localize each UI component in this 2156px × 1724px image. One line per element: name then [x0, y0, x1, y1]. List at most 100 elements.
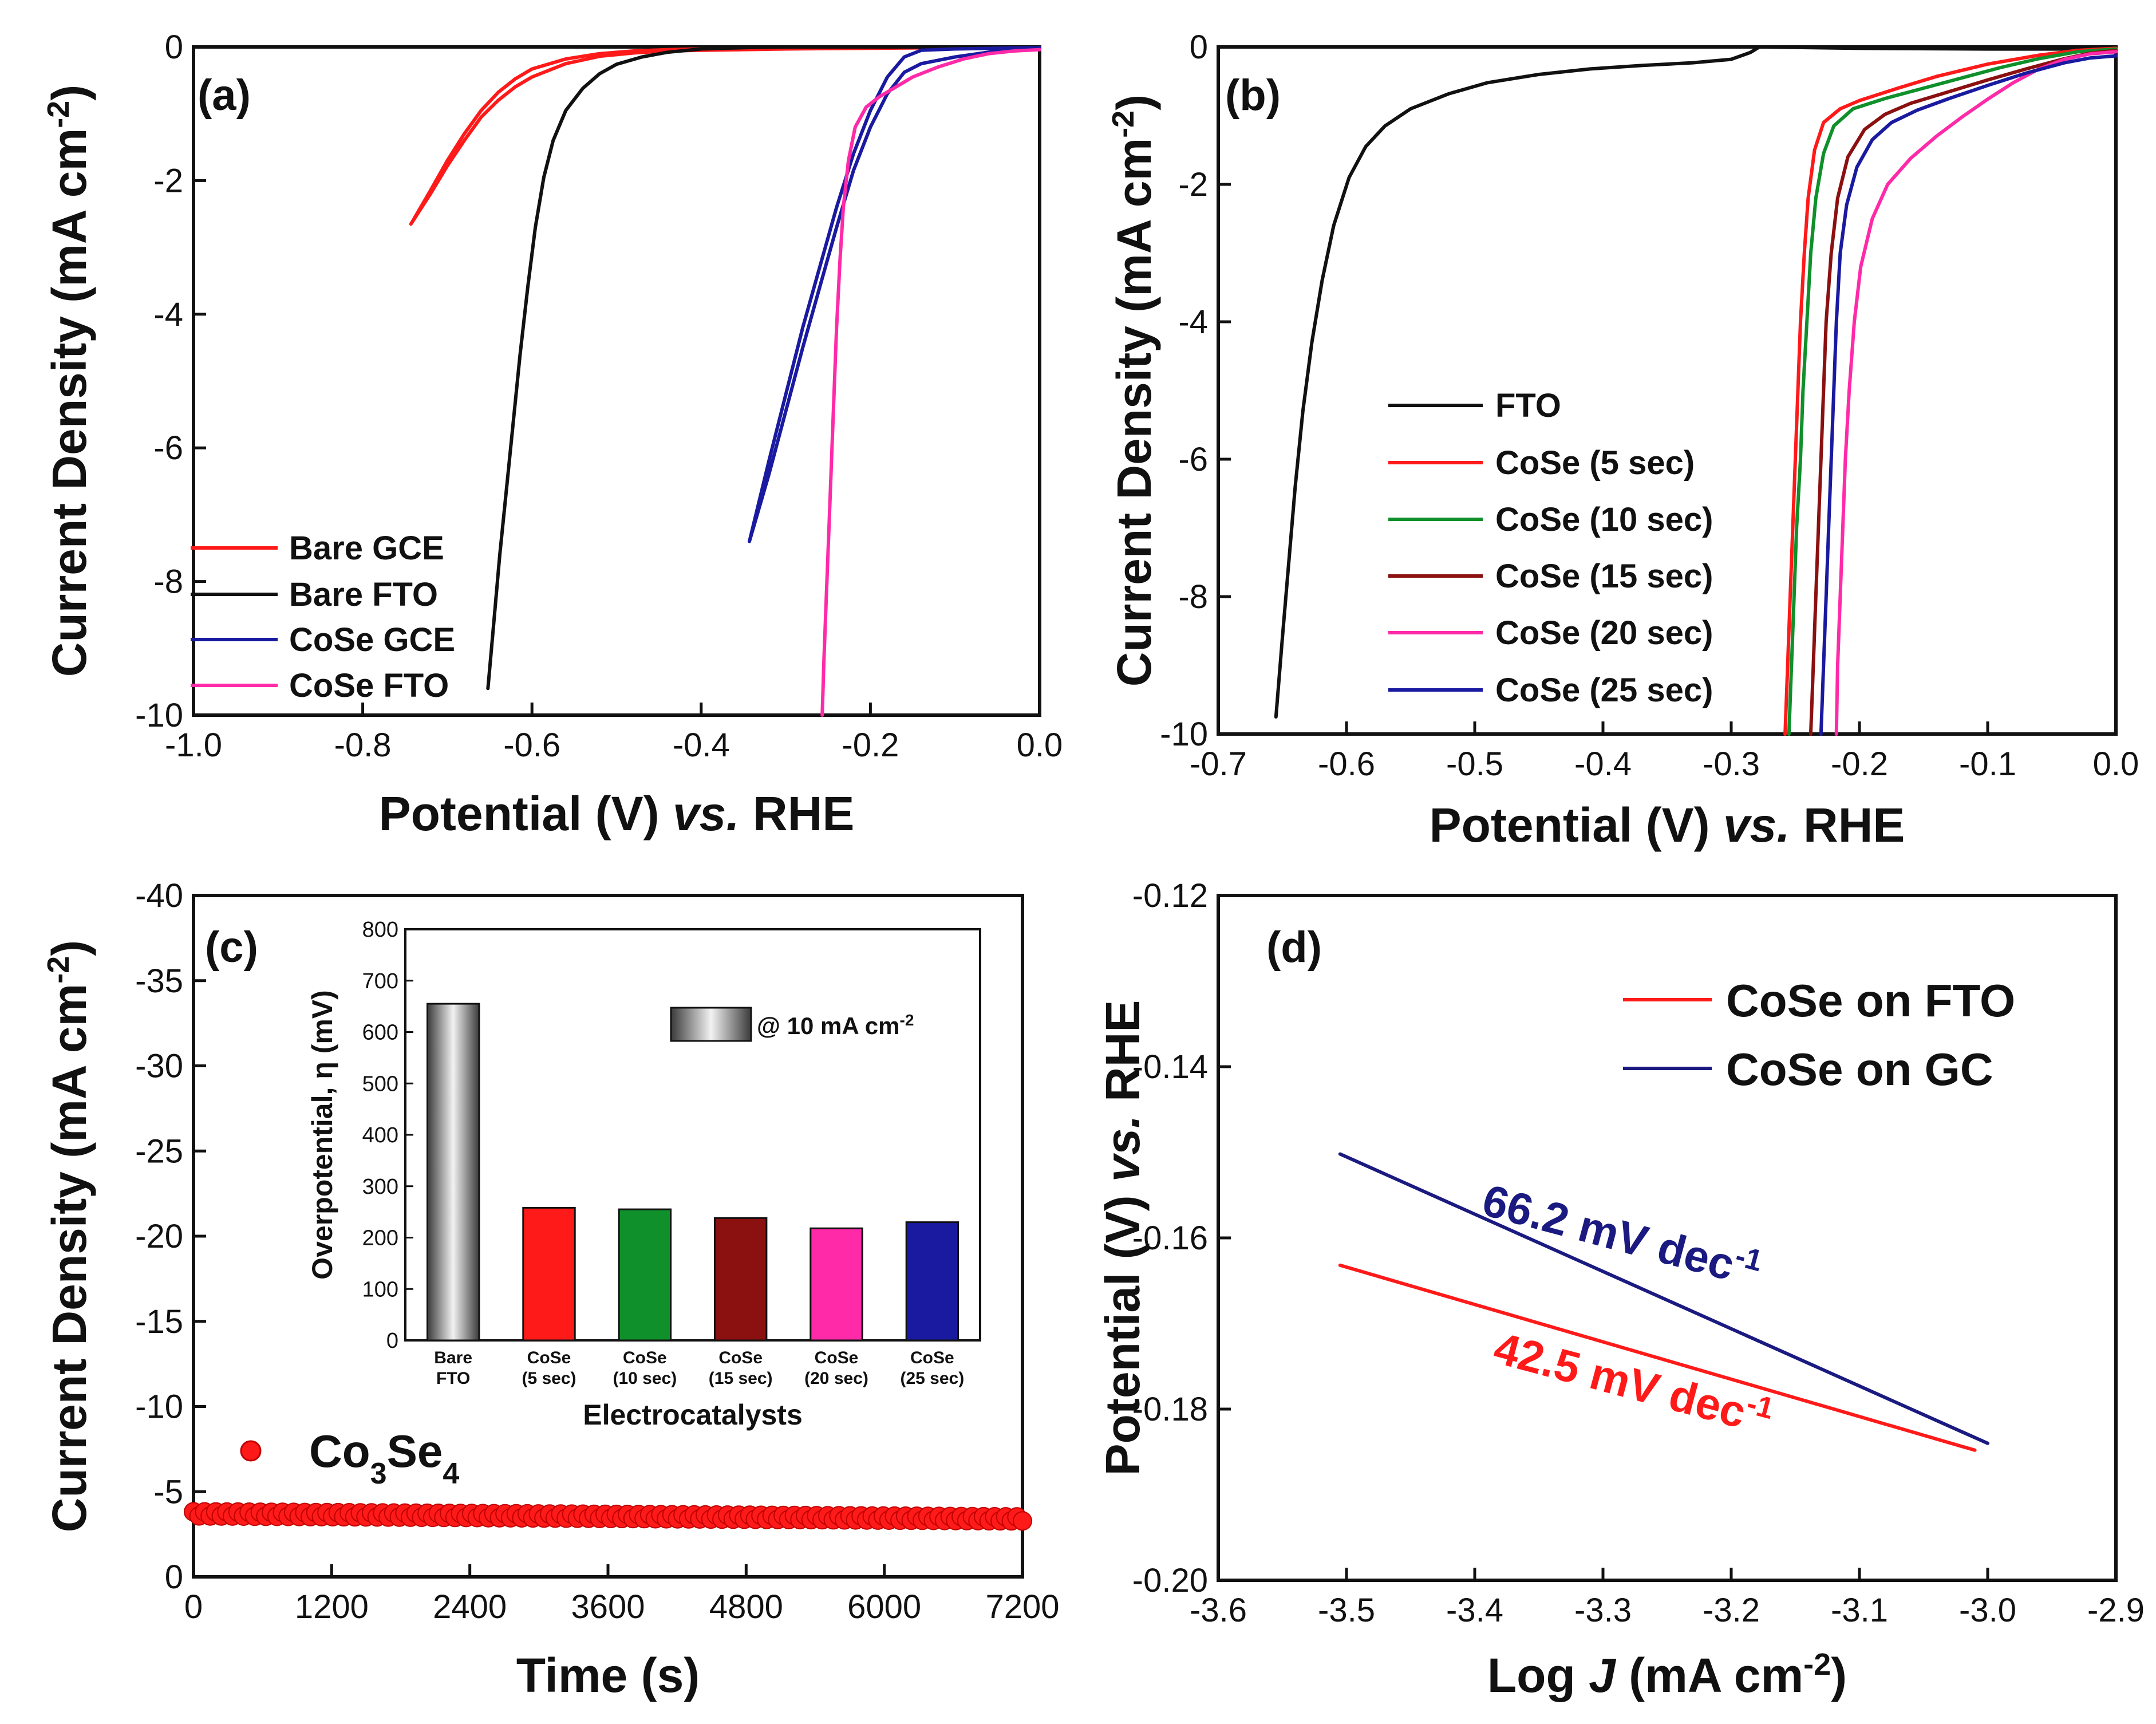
panel-a-series — [409, 45, 1041, 717]
y-tick-label: -0.14 — [1132, 1048, 1208, 1086]
y-tick-label: -0.16 — [1132, 1220, 1208, 1257]
inset-xlabel: Electrocatalysts — [583, 1399, 803, 1431]
panel-b-legend: FTO CoSe (5 sec) CoSe (10 sec) CoSe (15 … — [1388, 387, 1713, 709]
panel-a-ticks: -1.0 -0.8 -0.6 -0.4 -0.2 0.0 0 -2 -4 -6 -8 -10 — [135, 29, 1063, 764]
panel-b-series — [1274, 45, 2118, 736]
legend-label-cose-5: CoSe (5 sec) — [1495, 444, 1695, 482]
panel-a-legend: Bare GCE Bare FTO CoSe GCE CoSe FTO — [191, 530, 455, 704]
inset-bar-cose-15-sec — [714, 1217, 768, 1342]
legend-label-cose-10: CoSe (10 sec) — [1495, 501, 1713, 538]
inset-plot-frame — [404, 928, 981, 1342]
inset-category-label: CoSe — [910, 1348, 954, 1367]
inset-category-label: CoSe — [623, 1348, 667, 1367]
y-tick-label: -5 — [153, 1473, 183, 1510]
legend-label-cose-20: CoSe (20 sec) — [1495, 614, 1713, 652]
y-tick-label: -0.18 — [1132, 1391, 1208, 1428]
x-tick-label: -1.0 — [165, 727, 222, 764]
x-tick-label: -0.4 — [673, 727, 730, 764]
x-tick-label: -0.6 — [503, 727, 560, 764]
panel-c: 0 1200 2400 3600 4800 6000 72000-5-10-15-20-25… — [41, 877, 1060, 1702]
data-point — [1013, 1511, 1032, 1531]
legend-label-co3se4: Co3Se4 — [309, 1426, 459, 1490]
inset-category-sublabel: FTO — [436, 1369, 470, 1388]
inset-y-tick-label: 400 — [362, 1123, 398, 1147]
inset-ylabel: Overpotential, η (mV) — [306, 990, 338, 1280]
x-tick-label: -3.0 — [1959, 1592, 2016, 1629]
inset-bar-cose-10-sec — [618, 1208, 672, 1342]
x-tick-label: 2400 — [433, 1588, 507, 1626]
legend-label-cose-on-fto: CoSe on FTO — [1726, 975, 2015, 1026]
legend-label-cose-15: CoSe (15 sec) — [1495, 558, 1713, 595]
y-tick-label: -0.12 — [1132, 877, 1208, 914]
inset-category-label: Bare — [434, 1348, 472, 1367]
panel-c-xlabel: Time (s) — [516, 1648, 700, 1702]
x-tick-label: -3.3 — [1574, 1592, 1632, 1629]
panel-d-ylabel: Potential (V) vs. RHE — [1096, 1000, 1150, 1476]
x-tick-label: -0.1 — [1959, 745, 2016, 783]
x-tick-label: -0.8 — [334, 727, 392, 764]
x-tick-label: 0 — [184, 1588, 203, 1626]
y-tick-label: 0 — [1190, 29, 1208, 66]
panel-a-plot-frame — [192, 45, 1041, 717]
x-tick-label: 3600 — [571, 1588, 645, 1626]
y-tick-label: -20 — [135, 1218, 183, 1255]
panel-d-legend: CoSe on FTO CoSe on GC — [1623, 975, 2015, 1095]
series-line-cose-on-gc — [1338, 1152, 1989, 1445]
panel-c-ticks: 0 1200 2400 3600 4800 6000 72000-5-10-15-20-25… — [135, 877, 1059, 1626]
x-tick-label: 6000 — [847, 1588, 921, 1626]
inset-y-tick-label: 300 — [362, 1175, 398, 1199]
y-tick-label: -25 — [135, 1133, 183, 1170]
y-tick-label: -10 — [135, 1388, 183, 1426]
y-tick-label: -6 — [1178, 441, 1208, 478]
panel-b: -0.7 -0.6 -0.5 -0.4 -0.3 -0.2 -0.1 0.0 0 -2 -4 -6 -8… — [1106, 29, 2139, 852]
inset-y-tick-label: 500 — [362, 1072, 398, 1096]
panel-d-ticks: -3.6 -3.5 -3.4 -3.3 -3.2 -3.1 -3.0 -2.9 -0.12 -0.… — [1132, 877, 2145, 1629]
inset-bar-cose-5-sec — [522, 1206, 576, 1342]
x-tick-label: 1200 — [295, 1588, 369, 1626]
legend-label-bare-gce: Bare GCE — [289, 530, 444, 567]
panel-b-xlabel: Potential (V) vs. RHE — [1430, 798, 1905, 852]
panel-a: -1.0 -0.8 -0.6 -0.4 -0.2 0.00-2-4-6-8-10 (a) … — [41, 29, 1063, 841]
y-tick-label: 0 — [165, 29, 183, 66]
x-tick-label: 7200 — [985, 1588, 1059, 1626]
inset-y-tick-label: 800 — [362, 918, 398, 942]
panel-b-ticks: -0.7 -0.6 -0.5 -0.4 -0.3 -0.2 -0.1 0.0 0 -2 -4 -6 -8… — [1160, 29, 2139, 783]
x-tick-label: -0.3 — [1703, 745, 1760, 783]
legend-label-cose-25: CoSe (25 sec) — [1495, 672, 1713, 709]
panel-c-ylabel: Current Density (mA cm-2) — [41, 940, 96, 1532]
series-line-bare-fto — [486, 45, 1041, 691]
inset-bar-bare-fto — [427, 1003, 480, 1342]
inset-category-sublabel: (15 sec) — [709, 1369, 773, 1388]
x-tick-label: -0.7 — [1190, 745, 1247, 783]
y-tick-label: -8 — [153, 563, 183, 601]
x-tick-label: 4800 — [709, 1588, 783, 1626]
legend-marker-co3se4 — [240, 1440, 262, 1462]
inset-legend-swatch — [670, 1007, 752, 1042]
y-tick-label: -8 — [1178, 578, 1208, 616]
panel-d-series — [1338, 1152, 1989, 1452]
series-line-cose-on-fto — [1338, 1263, 1977, 1452]
y-tick-label: -4 — [1178, 303, 1208, 341]
x-tick-label: -0.2 — [842, 727, 899, 764]
inset-category-sublabel: (20 sec) — [804, 1369, 868, 1388]
y-tick-label: -35 — [135, 962, 183, 1000]
panel-c-label: (c) — [205, 923, 258, 972]
x-tick-label: -0.4 — [1574, 745, 1632, 783]
inset-bars: Bare FTO CoSe (5 sec) CoSe (10 sec) CoSe (15 se… — [427, 1003, 964, 1388]
series-line-cose-10-sec — [1787, 47, 2118, 736]
panel-c-series — [184, 1502, 1032, 1531]
x-tick-label: -3.1 — [1831, 1592, 1888, 1629]
series-line-cose-5-sec — [1783, 46, 2118, 736]
panel-b-ylabel: Current Density (mA cm-2) — [1106, 94, 1161, 687]
x-tick-label: 0.0 — [2093, 745, 2139, 783]
panel-a-label: (a) — [198, 71, 251, 120]
panel-b-plot-frame — [1217, 45, 2118, 736]
inset-category-sublabel: (10 sec) — [613, 1369, 677, 1388]
inset-legend: @ 10 mA cm-2 — [670, 1007, 914, 1042]
y-tick-label: -2 — [1178, 166, 1208, 203]
inset-bar-cose-25-sec — [905, 1221, 959, 1342]
inset-y-tick-label: 700 — [362, 969, 398, 993]
legend-label-fto: FTO — [1495, 387, 1561, 424]
series-line-cose-gce — [748, 46, 1041, 543]
